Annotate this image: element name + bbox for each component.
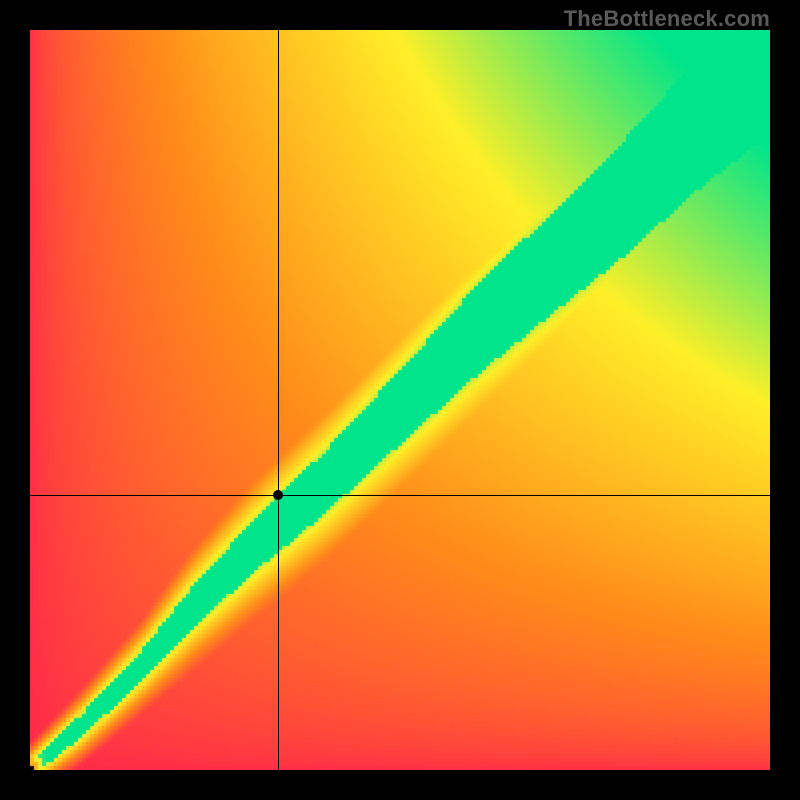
marker-dot	[273, 490, 283, 500]
crosshair-horizontal	[30, 495, 770, 496]
chart-container: TheBottleneck.com	[0, 0, 800, 800]
crosshair-vertical	[278, 30, 279, 770]
watermark-text: TheBottleneck.com	[564, 6, 770, 32]
heatmap-canvas	[30, 30, 770, 770]
